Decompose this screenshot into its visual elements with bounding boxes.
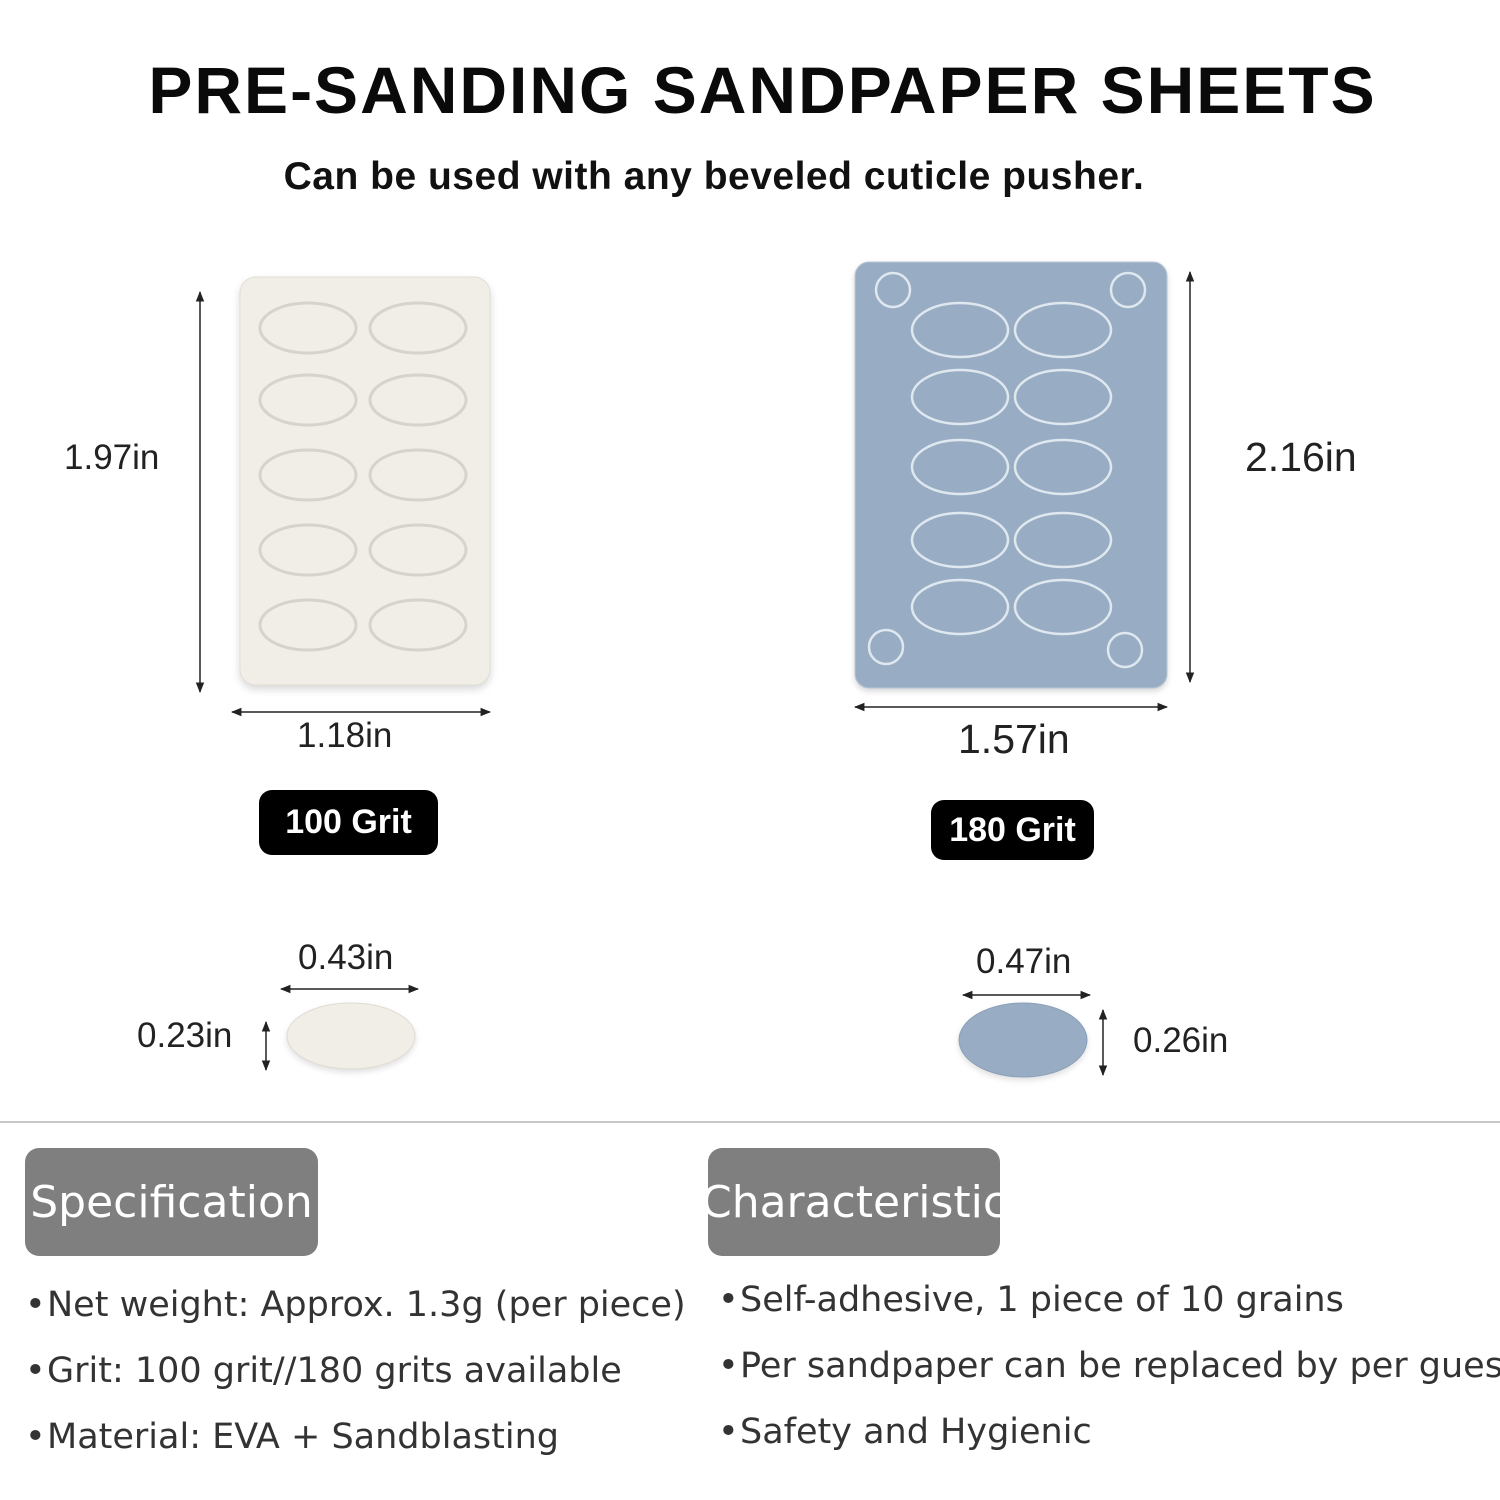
corner-circle: [874, 271, 912, 309]
oval-pad: [910, 301, 1010, 359]
oval-pad: [258, 301, 358, 355]
oval-pad: [1013, 301, 1113, 359]
oval-pad: [368, 373, 468, 427]
single-pad-180: [958, 1002, 1088, 1078]
grit-badge-180: 180 Grit: [931, 800, 1094, 860]
page-title: PRE-SANDING SANDPAPER SHEETS: [148, 53, 1377, 127]
height-label: 2.16in: [1245, 434, 1357, 480]
oval-pad: [1013, 511, 1113, 569]
oval-pad: [258, 523, 358, 577]
spec-item: •Material: EVA + Sandblasting: [25, 1417, 559, 1457]
oval-pad: [910, 578, 1010, 636]
characteristic-text: Self-adhesive, 1 piece of 10 grains: [740, 1280, 1344, 1320]
oval-pad: [910, 368, 1010, 426]
characteristic-text: Safety and Hygienic: [740, 1412, 1092, 1452]
oval-pad: [1013, 368, 1113, 426]
pad-height-label: 0.26in: [1133, 1021, 1229, 1060]
pad-height-label: 0.23in: [137, 1016, 233, 1055]
spec-item: •Grit: 100 grit//180 grits available: [25, 1351, 622, 1391]
characteristic-heading: Characteristic: [701, 1148, 1007, 1256]
subtitle: Can be used with any beveled cuticle pus…: [283, 155, 1145, 198]
sheet-100-grit: [239, 276, 491, 686]
specification-heading: Specification: [25, 1148, 318, 1256]
oval-pad: [910, 511, 1010, 569]
oval-pad: [368, 301, 468, 355]
corner-circle: [867, 628, 905, 666]
corner-circle: [1106, 631, 1144, 669]
sheet-180-grit: [854, 261, 1168, 689]
oval-pad: [1013, 438, 1113, 496]
characteristic-item: •Safety and Hygienic: [718, 1412, 1092, 1452]
oval-pad: [368, 598, 468, 652]
spec-text: Grit: 100 grit//180 grits available: [47, 1351, 622, 1391]
height-label: 1.97in: [64, 438, 160, 477]
width-label: 1.18in: [297, 716, 393, 755]
corner-circle: [1109, 271, 1147, 309]
pad-width-label: 0.43in: [298, 938, 394, 977]
oval-pad: [368, 523, 468, 577]
pad-width-label: 0.47in: [976, 942, 1072, 981]
oval-pad: [258, 448, 358, 502]
spec-item: •Net weight: Approx. 1.3g (per piece): [25, 1285, 686, 1325]
characteristic-item: •Per sandpaper can be replaced by per gu…: [718, 1346, 1500, 1386]
oval-pad: [1013, 578, 1113, 636]
width-label: 1.57in: [958, 716, 1070, 762]
oval-pad: [258, 373, 358, 427]
grit-badge-100: 100 Grit: [259, 790, 438, 855]
characteristic-item: •Self-adhesive, 1 piece of 10 grains: [718, 1280, 1344, 1320]
spec-text: Net weight: Approx. 1.3g (per piece): [47, 1285, 686, 1325]
spec-text: Material: EVA + Sandblasting: [47, 1417, 559, 1457]
oval-pad: [910, 438, 1010, 496]
characteristic-text: Per sandpaper can be replaced by per gue…: [740, 1346, 1500, 1386]
oval-pad: [258, 598, 358, 652]
oval-pad: [368, 448, 468, 502]
single-pad-100: [286, 1002, 416, 1070]
